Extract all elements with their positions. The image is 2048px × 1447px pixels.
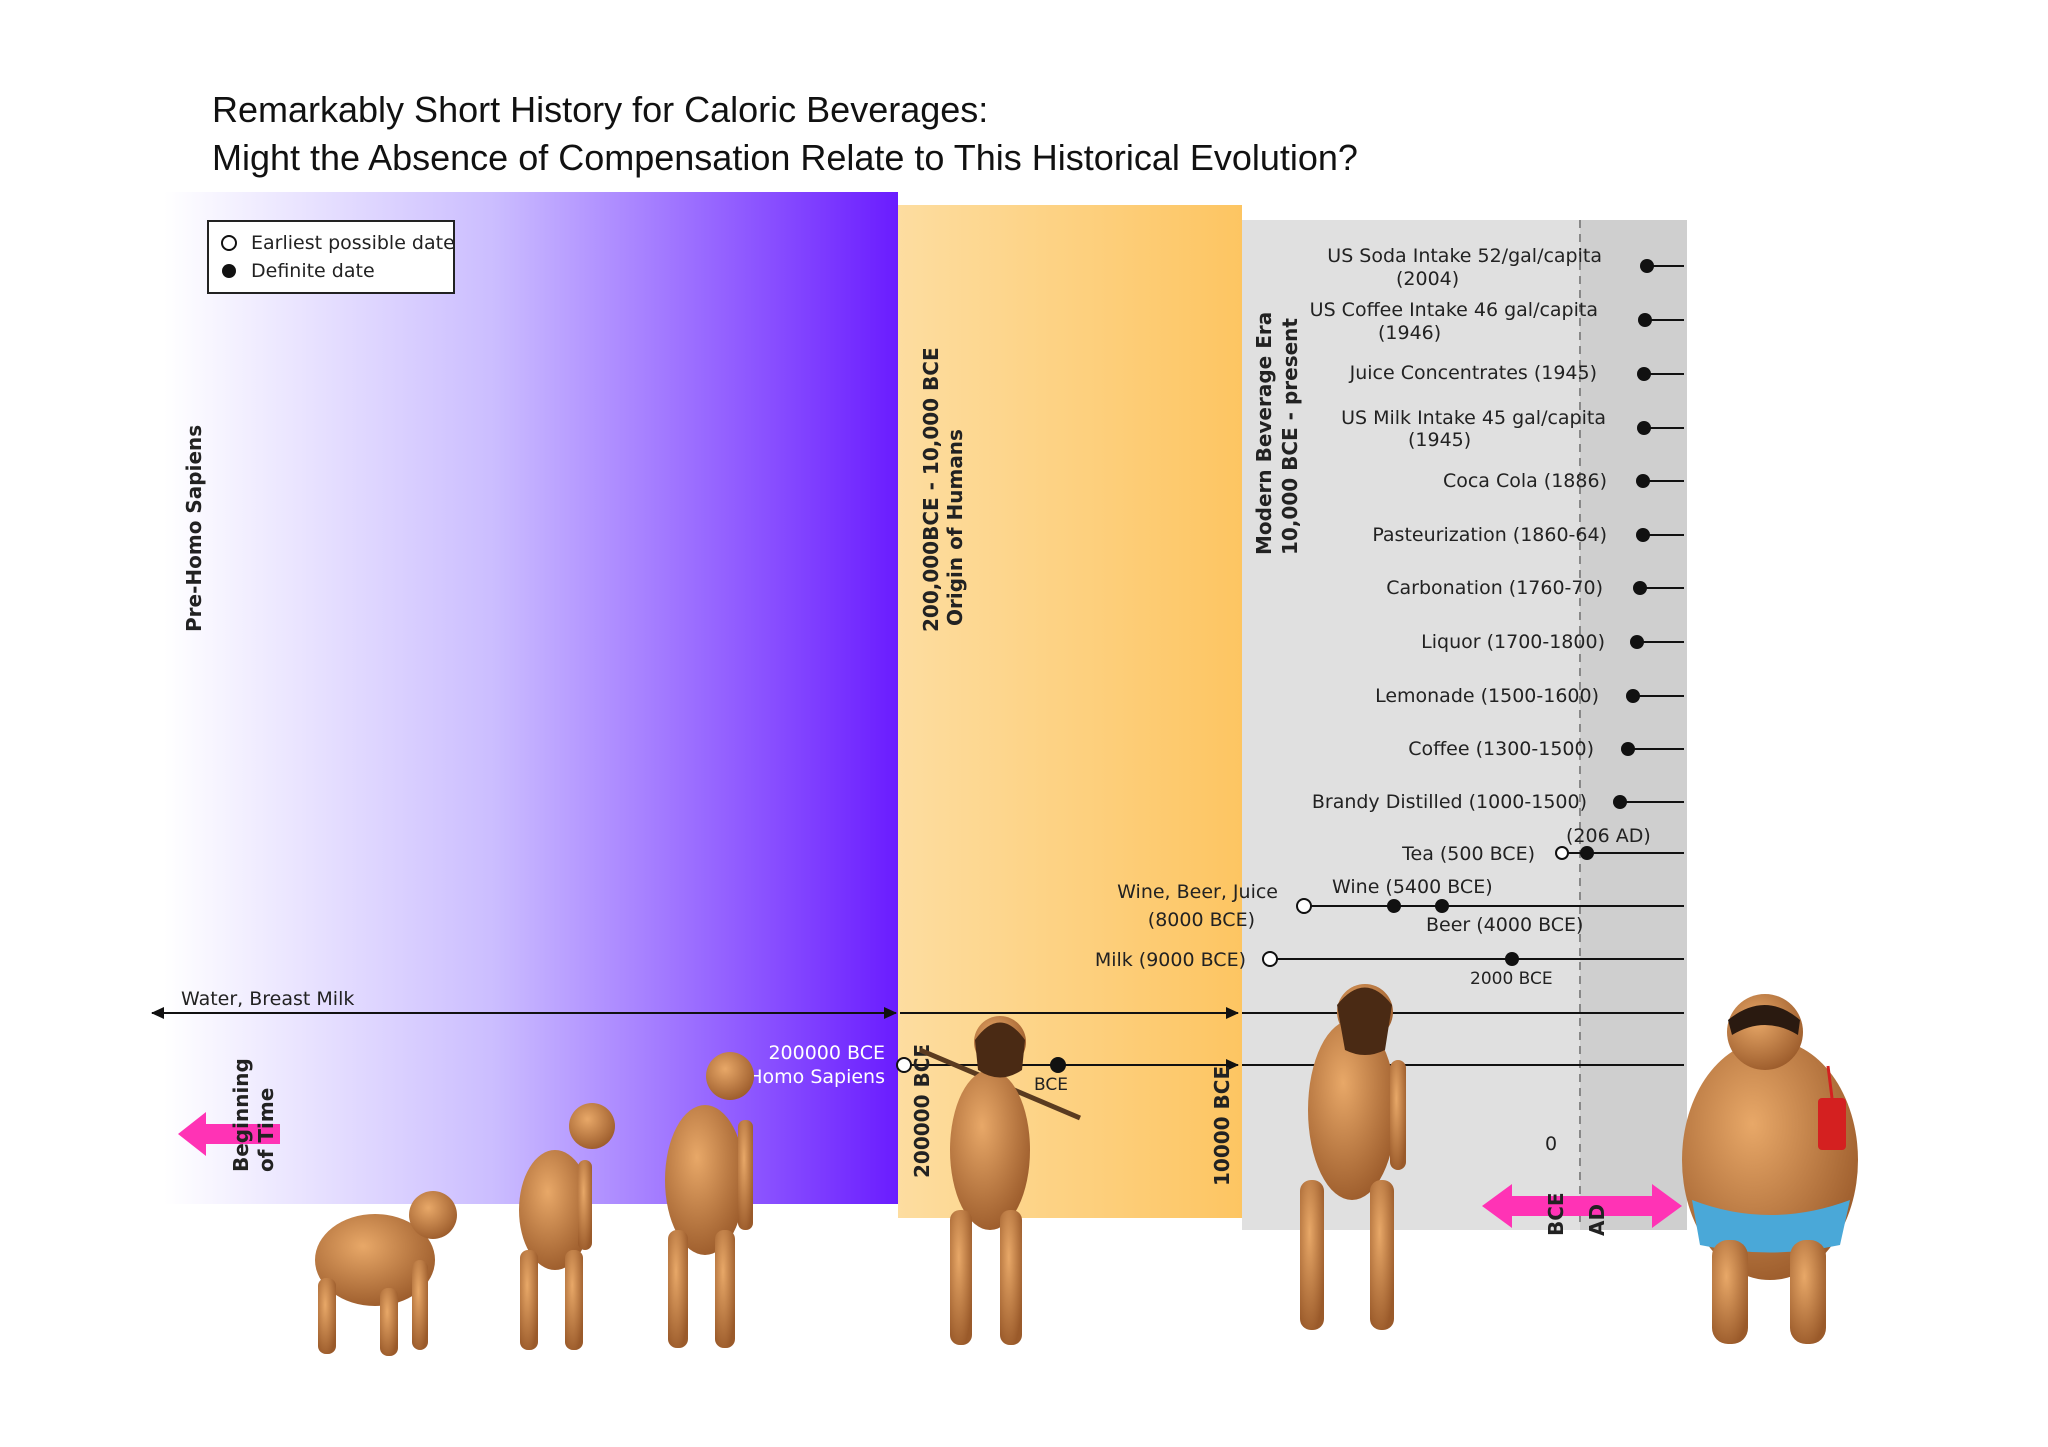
modern-event-marker — [1636, 528, 1650, 542]
era-origin-label-1: 200,000BCE - 10,000 BCE — [919, 347, 943, 632]
bce-ad-arrow — [1482, 1184, 1682, 1228]
modern-event-marker — [1636, 474, 1650, 488]
pre-homo-sapiens-panel — [164, 192, 898, 1204]
title-line-1: Remarkably Short History for Caloric Bev… — [212, 89, 988, 130]
modern-event-marker — [1633, 581, 1647, 595]
axis-10000-bce-label: 10000 BCE — [1210, 1066, 1234, 1186]
modern-event-label: Lemonade (1500-1600) — [1375, 685, 1599, 707]
beer-filled-marker — [1435, 899, 1449, 913]
ape-figure-3 — [665, 1052, 754, 1348]
axis-zero-label: 0 — [1545, 1133, 1557, 1155]
tea-ad-label: (206 AD) — [1566, 825, 1651, 847]
modern-event-label: Coffee (1300-1500) — [1408, 738, 1594, 760]
ad-label: AD — [1585, 1204, 1609, 1236]
modern-event-label: US Milk Intake 45 gal/capita — [1341, 407, 1606, 429]
homo-sapiens-open-marker — [896, 1057, 912, 1073]
bce-label: BCE — [1544, 1192, 1568, 1236]
era-pre-homo-label: Pre-Homo Sapiens — [182, 425, 206, 632]
milk-filled-marker — [1505, 952, 1519, 966]
modern-event-label: Brandy Distilled (1000-1500) — [1312, 791, 1587, 813]
milk-label: Milk (9000 BCE) — [1095, 949, 1246, 971]
modern-event-marker — [1637, 367, 1651, 381]
era-modern-label-1: Modern Beverage Era — [1252, 312, 1276, 555]
legend-box — [207, 220, 455, 294]
beginning-label-1: Beginning — [229, 1058, 253, 1172]
wine-beer-juice-open-marker — [1296, 898, 1312, 914]
soda-cup-icon — [1818, 1098, 1846, 1150]
modern-event-label: US Coffee Intake 46 gal/capita — [1310, 299, 1598, 321]
modern-event-marker — [1630, 635, 1644, 649]
homo-sapiens-label-1: 200000 BCE — [768, 1042, 885, 1064]
tea-open-marker — [1555, 846, 1569, 860]
wine-beer-juice-label-1: Wine, Beer, Juice — [1117, 881, 1278, 903]
modern-human-figure — [1300, 984, 1406, 1330]
modern-event-marker — [1626, 689, 1640, 703]
water-label: Water, Breast Milk — [181, 988, 354, 1010]
modern-event-sublabel: (2004) — [1396, 268, 1459, 290]
homo-partial-label: BCE — [1034, 1075, 1068, 1095]
early-human-figure — [919, 1016, 1081, 1345]
legend-filled-marker — [222, 264, 236, 278]
modern-event-marker — [1640, 259, 1654, 273]
modern-events: US Soda Intake 52/gal/capita(2004) US Cof… — [1310, 245, 1684, 813]
modern-event-label: Pasteurization (1860-64) — [1372, 524, 1607, 546]
milk-sub-label: 2000 BCE — [1470, 969, 1553, 989]
beginning-label-2: of Time — [254, 1088, 278, 1172]
ape-figure-2 — [519, 1103, 615, 1350]
ad-panel — [1580, 220, 1687, 1230]
legend-open-marker — [221, 235, 237, 251]
modern-event-label: Carbonation (1760-70) — [1386, 577, 1603, 599]
modern-event-label: US Soda Intake 52/gal/capita — [1327, 245, 1602, 267]
obese-human-figure — [1682, 994, 1858, 1344]
beginning-arrow — [178, 1112, 280, 1156]
modern-event-label: Coca Cola (1886) — [1443, 470, 1607, 492]
wine-label: Wine (5400 BCE) — [1332, 876, 1493, 898]
era-modern-label-2: 10,000 BCE - present — [1278, 318, 1302, 555]
legend-filled-label: Definite date — [251, 260, 375, 282]
modern-event-sublabel: (1945) — [1408, 429, 1471, 451]
legend-open-label: Earliest possible date — [251, 232, 455, 254]
homo-sapiens-filled-marker — [1050, 1057, 1066, 1073]
axis-200000-bce-label: 200000 BCE — [910, 1044, 934, 1178]
tea-filled-marker — [1580, 846, 1594, 860]
homo-sapiens-label-2: Homo Sapiens — [748, 1066, 885, 1088]
modern-event-marker — [1637, 421, 1651, 435]
modern-event-label: Liquor (1700-1800) — [1421, 631, 1605, 653]
wine-filled-marker — [1387, 899, 1401, 913]
origin-of-humans-panel — [898, 205, 1242, 1218]
modern-event-label: Juice Concentrates (1945) — [1349, 362, 1597, 384]
title-line-2: Might the Absence of Compensation Relate… — [212, 137, 1358, 178]
ape-figure-1 — [315, 1191, 457, 1356]
beer-label: Beer (4000 BCE) — [1426, 914, 1583, 936]
modern-event-marker — [1638, 313, 1652, 327]
tea-label: Tea (500 BCE) — [1401, 843, 1535, 865]
era-origin-label-2: Origin of Humans — [943, 429, 967, 626]
modern-event-marker — [1613, 795, 1627, 809]
modern-event-marker — [1621, 742, 1635, 756]
wine-beer-juice-label-2: (8000 BCE) — [1148, 909, 1255, 931]
milk-open-marker — [1262, 951, 1278, 967]
modern-event-sublabel: (1946) — [1378, 322, 1441, 344]
